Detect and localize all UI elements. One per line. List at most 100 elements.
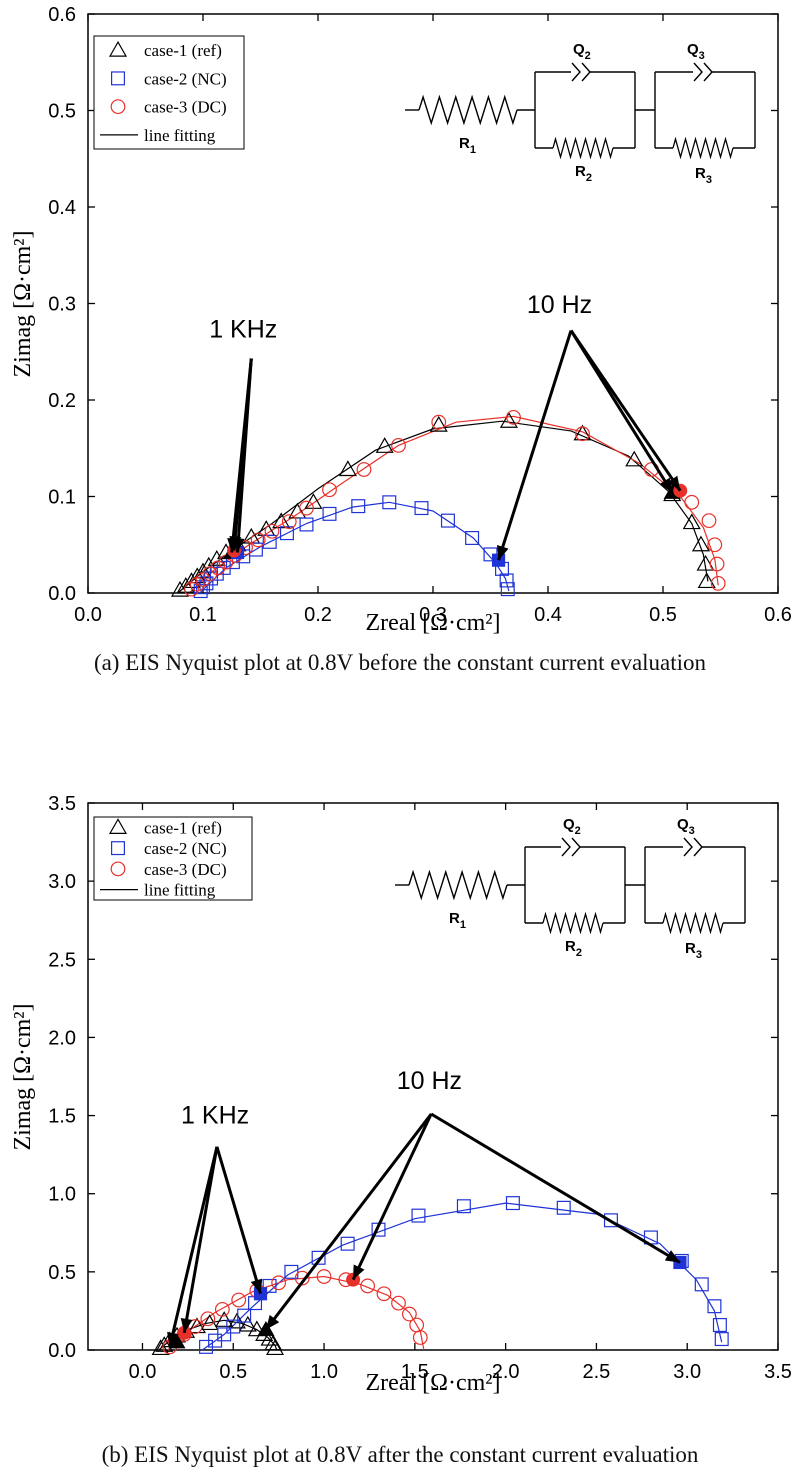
resistor-r2 — [552, 136, 614, 160]
data-point — [505, 1196, 520, 1211]
cpe-q2 — [561, 837, 581, 857]
label-r1: R1 — [459, 135, 476, 156]
data-point — [217, 1327, 232, 1342]
data-point — [264, 1334, 283, 1351]
data-point — [262, 534, 277, 549]
data-point — [299, 517, 314, 532]
data-point — [500, 582, 515, 597]
chart-a: 0.0 0.1 0.2 0.3 0.4 0.5 0.6 0.0 0.1 0.2 0.3 0.4 0.5 0… — [10, 4, 792, 636]
legend-marker-1 — [108, 40, 128, 57]
data-point — [714, 1332, 729, 1347]
data-point — [456, 1199, 471, 1214]
data-point — [412, 1330, 428, 1345]
data-point — [202, 566, 218, 582]
legend-label-4: line fitting — [144, 126, 216, 145]
annotation-arrow — [264, 1113, 433, 1331]
data-point — [682, 513, 701, 530]
legend-marker-1 — [108, 818, 128, 834]
annotation-label: 10 Hz — [397, 1067, 462, 1095]
data-point — [193, 562, 213, 579]
fit-line-1 — [177, 420, 709, 594]
y-tick-label: 0.0 — [48, 1340, 76, 1362]
x-axis-label: Zreal [Ω·cm²] — [366, 610, 501, 636]
data-point — [414, 501, 429, 516]
resistor-r2 — [542, 911, 604, 935]
y-tick-label: 0.5 — [48, 101, 76, 123]
data-point — [707, 537, 723, 553]
legend-label-2: case-2 (NC) — [144, 69, 227, 88]
arrow-head — [659, 477, 673, 493]
annotation-1: 1 KHz — [209, 315, 277, 553]
annotation-arrow — [569, 329, 682, 492]
annotation-arrow — [168, 1146, 219, 1348]
arrow-head — [664, 1250, 680, 1263]
y-tick-label: 0.6 — [48, 4, 76, 26]
arrow-head — [167, 1331, 179, 1347]
data-point — [151, 1339, 170, 1356]
data-point — [231, 1292, 247, 1308]
resistor-r3 — [662, 911, 724, 935]
data-point — [299, 500, 314, 516]
data-point — [556, 1200, 571, 1215]
data-point — [214, 1301, 230, 1317]
data-point — [184, 581, 199, 597]
series-3 — [162, 1269, 428, 1355]
data-point — [411, 1208, 426, 1223]
x-tick-label: 0.4 — [534, 604, 562, 626]
y-tick-label: 3.5 — [48, 793, 76, 815]
data-point — [316, 1269, 332, 1284]
legend-marker-2 — [110, 71, 125, 86]
y-tick-label: 1.5 — [48, 1106, 76, 1128]
y-tick-label: 0.1 — [48, 487, 76, 509]
data-point — [694, 1277, 709, 1292]
label-r2: R2 — [575, 163, 592, 184]
x-tick-label: 0.6 — [764, 604, 792, 626]
data-point — [272, 512, 291, 529]
cpe-q3 — [683, 837, 703, 857]
data-point — [226, 1319, 241, 1334]
data-point — [391, 1295, 406, 1311]
data-point — [391, 437, 406, 453]
y-tick-label: 3.0 — [48, 871, 76, 893]
annotation-1: 1 KHz — [167, 1101, 263, 1348]
y-axis-label: Zimag [Ω·cm²] — [10, 1004, 36, 1151]
data-point — [189, 576, 205, 592]
data-point — [691, 535, 710, 552]
legend-label-3: case-3 (DC) — [144, 860, 227, 879]
x-tick-label: 3.0 — [673, 1361, 701, 1383]
data-point — [709, 556, 725, 572]
legend-marker-2 — [110, 841, 125, 856]
y-tick-label: 0.5 — [48, 1262, 76, 1284]
y-tick-label: 0.3 — [48, 294, 76, 316]
data-point — [506, 409, 521, 425]
data-point — [288, 502, 307, 519]
data-point — [499, 412, 518, 428]
annotation-arrow — [430, 1112, 681, 1264]
resistor-r1 — [418, 94, 518, 126]
legend-marker-3 — [110, 861, 126, 877]
y-tick-label: 0.2 — [48, 390, 76, 412]
data-point — [311, 1250, 326, 1265]
arrow-head — [265, 1314, 280, 1330]
data-point — [199, 576, 214, 591]
x-axis-label: Zreal [Ω·cm²] — [366, 1370, 501, 1396]
data-point — [401, 1306, 417, 1322]
data-point — [294, 1270, 310, 1286]
y-tick-label: 2.5 — [48, 949, 76, 971]
x-tick-label: 0.5 — [649, 604, 677, 626]
data-point — [322, 506, 337, 521]
caption-b: (b) EIS Nyquist plot at 0.8V after the c… — [101, 1442, 699, 1467]
data-point — [573, 424, 592, 441]
annotation-arrow — [182, 1146, 219, 1334]
arrow-head — [180, 1317, 193, 1333]
y-tick-label: 2.0 — [48, 1027, 76, 1049]
y-axis-label: Zimag [Ω·cm²] — [10, 231, 36, 378]
data-point — [250, 532, 266, 548]
label-q2: Q2 — [563, 816, 581, 837]
annotation-label: 1 KHz — [181, 1101, 249, 1129]
data-point — [170, 580, 190, 597]
data-point — [247, 1320, 266, 1337]
arrow-head — [497, 545, 509, 561]
data-point — [281, 514, 297, 529]
